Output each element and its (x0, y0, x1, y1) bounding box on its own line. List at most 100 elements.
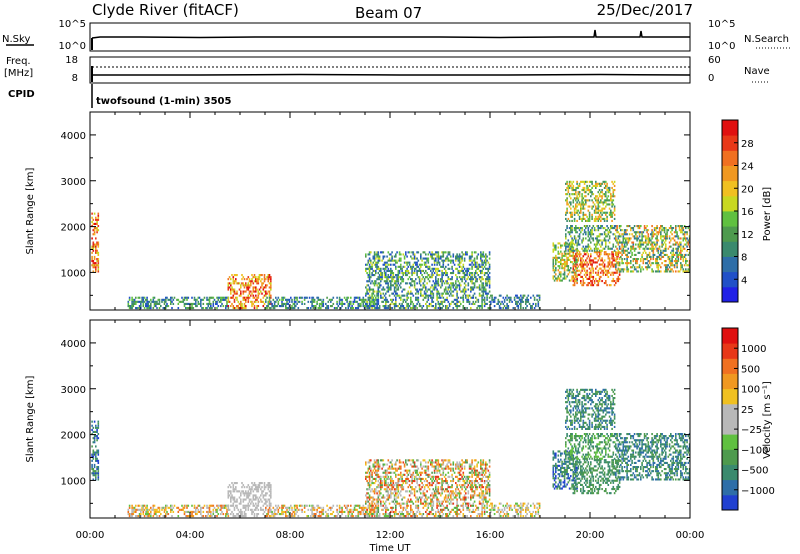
echo-cell (457, 263, 460, 266)
echo-cell (637, 245, 640, 248)
echo-cell (682, 255, 685, 258)
echo-cell (97, 424, 100, 427)
echo-cell (212, 508, 215, 511)
echo-cell (665, 249, 667, 252)
echo-cell (450, 259, 452, 262)
echo-cell (242, 498, 245, 501)
echo-cell (600, 253, 602, 256)
echo-cell (637, 251, 640, 254)
echo-cell (158, 302, 161, 305)
echo-cell (660, 249, 662, 252)
echo-cell (233, 506, 236, 509)
echo-cell (366, 272, 368, 275)
echo-cell (648, 262, 651, 265)
echo-cell (656, 260, 658, 263)
echo-cell (233, 508, 236, 511)
echo-cell (368, 488, 371, 491)
echo-cell (517, 296, 520, 299)
echo-cell (426, 307, 428, 310)
echo-cell (428, 288, 431, 291)
echo-cell (413, 305, 416, 308)
echo-cell (446, 282, 448, 285)
echo-cell (615, 239, 617, 242)
echo-cell (407, 261, 410, 264)
echo-cell (450, 261, 452, 264)
echo-cell (658, 258, 661, 261)
echo-cell (270, 492, 272, 495)
echo-cell (300, 504, 302, 507)
echo-cell (520, 302, 522, 305)
echo-cell (576, 231, 578, 234)
echo-cell (680, 243, 682, 246)
echo-cell (128, 307, 131, 310)
echo-cell (647, 266, 650, 269)
echo-cell (668, 237, 671, 240)
echo-cell (646, 229, 648, 232)
echo-cell (611, 203, 613, 206)
echo-cell (558, 267, 561, 270)
echo-cell (568, 243, 571, 246)
echo-cell (633, 268, 636, 271)
echo-cell (147, 510, 150, 513)
echo-cell (402, 274, 405, 277)
echo-cell (167, 513, 170, 516)
echo-cell (390, 269, 392, 272)
echo-cell (567, 231, 570, 234)
echo-cell (593, 219, 596, 222)
echo-cell (482, 294, 485, 297)
echo-cell (402, 265, 405, 268)
echo-cell (233, 498, 236, 501)
colorbar-tick-label: 20 (741, 184, 754, 195)
echo-cell (313, 508, 316, 511)
echo-cell (565, 245, 567, 248)
echo-cell (603, 282, 606, 285)
echo-cell (563, 252, 566, 255)
echo-cell (222, 506, 225, 509)
echo-cell (223, 296, 226, 299)
echo-cell (677, 258, 680, 261)
echo-cell (370, 459, 372, 462)
echo-cell (446, 296, 448, 299)
echo-cell (613, 227, 616, 230)
echo-cell (662, 227, 665, 230)
echo-cell (600, 191, 602, 194)
echo-cell (93, 243, 96, 246)
echo-cell (400, 298, 402, 301)
echo-cell (632, 270, 635, 273)
echo-cell (685, 243, 687, 246)
echo-cell (428, 251, 431, 254)
echo-cell (678, 270, 681, 273)
echo-cell (388, 286, 391, 289)
echo-cell (365, 294, 367, 297)
echo-cell (407, 272, 410, 275)
echo-cell (372, 269, 375, 272)
echo-cell (268, 508, 271, 511)
echo-cell (285, 298, 287, 301)
echo-cell (632, 245, 635, 248)
echo-cell (580, 282, 582, 285)
echo-cell (486, 302, 488, 305)
echo-cell (680, 225, 682, 228)
echo-cell (427, 259, 430, 262)
echo-cell (368, 267, 371, 270)
echo-cell (430, 253, 432, 256)
echo-cell (596, 239, 598, 242)
echo-cell (463, 286, 466, 289)
echo-cell (576, 249, 578, 252)
echo-cell (286, 298, 288, 301)
echo-cell (95, 243, 97, 246)
echo-cell (483, 300, 486, 303)
echo-cell (602, 193, 605, 196)
echo-cell (441, 294, 443, 297)
echo-cell (671, 262, 673, 265)
echo-cell (236, 282, 238, 285)
echo-cell (435, 286, 437, 289)
echo-cell (397, 265, 400, 268)
echo-cell (636, 270, 638, 273)
echo-cell (172, 510, 175, 513)
echo-cell (382, 255, 385, 258)
echo-cell (611, 219, 613, 222)
echo-cell (553, 271, 556, 274)
echo-cell (256, 504, 258, 507)
echo-cell (662, 229, 665, 232)
